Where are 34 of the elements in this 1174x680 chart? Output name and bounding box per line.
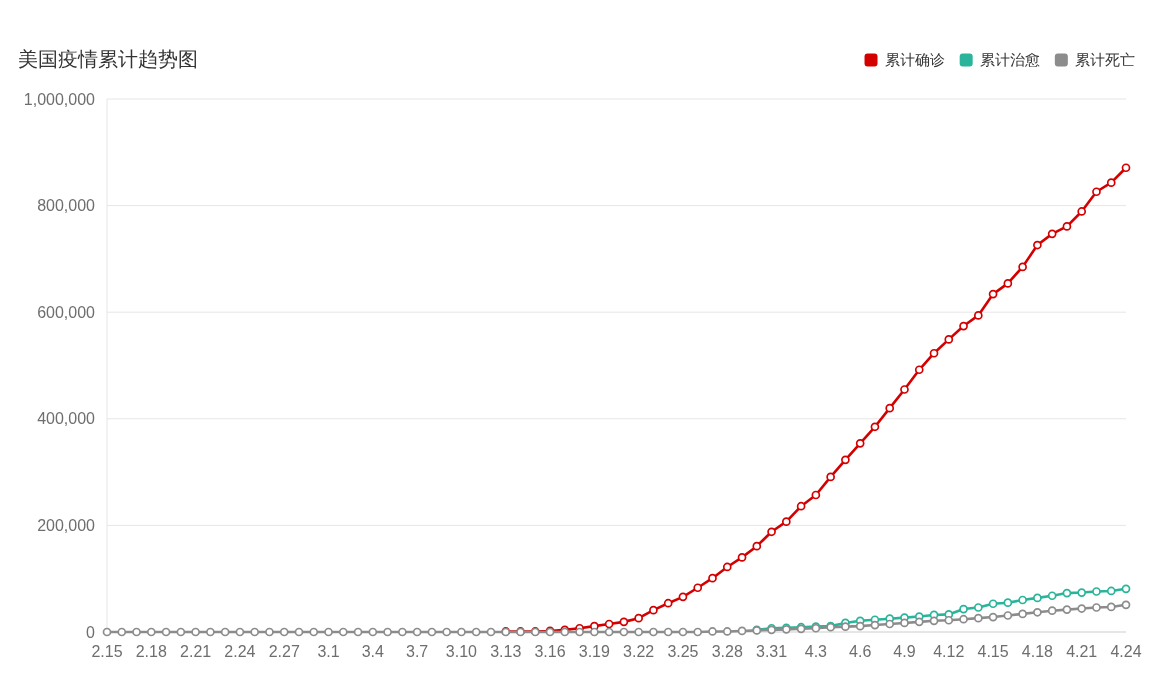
x-tick-label: 3.25	[667, 643, 699, 660]
x-tick-label: 4.21	[1066, 643, 1098, 660]
y-tick-label: 1,000,000	[23, 90, 96, 108]
x-tick-label: 2.27	[268, 643, 300, 660]
x-tick-label: 4.18	[1021, 643, 1054, 660]
y-tick-label: 800,000	[37, 197, 96, 215]
legend-label: 累计死亡	[1074, 52, 1135, 69]
x-tick-label: 3.1	[317, 643, 340, 660]
x-tick-label: 3.28	[711, 643, 743, 660]
y-tick-label: 600,000	[37, 303, 96, 321]
x-tick-label: 4.15	[977, 643, 1009, 660]
y-tick-label: 0	[86, 623, 96, 641]
legend-label: 累计治愈	[979, 52, 1040, 69]
y-tick-label: 200,000	[37, 517, 96, 534]
x-tick-label: 2.21	[180, 643, 212, 660]
x-tick-label: 4.6	[849, 643, 872, 660]
x-tick-label: 3.13	[490, 643, 522, 660]
y-tick-label: 400,000	[37, 410, 96, 428]
x-tick-label: 3.16	[534, 643, 566, 660]
x-tick-label: 4.24	[1110, 643, 1142, 660]
x-tick-label: 3.22	[623, 643, 655, 660]
x-tick-label: 3.31	[755, 643, 788, 660]
x-tick-label: 2.15	[91, 643, 123, 660]
x-tick-label: 4.12	[933, 643, 965, 660]
x-tick-label: 3.10	[445, 643, 478, 660]
x-tick-label: 3.19	[578, 643, 611, 660]
x-tick-label: 3.7	[406, 643, 429, 660]
legend-label: 累计确诊	[884, 52, 945, 69]
x-tick-label: 3.4	[361, 643, 385, 660]
x-tick-label: 2.18	[135, 643, 167, 660]
chart-title: 美国疫情累计趋势图	[18, 48, 198, 70]
x-tick-label: 4.3	[804, 643, 828, 660]
x-tick-label: 2.24	[224, 643, 256, 660]
x-tick-label: 4.9	[893, 643, 916, 660]
